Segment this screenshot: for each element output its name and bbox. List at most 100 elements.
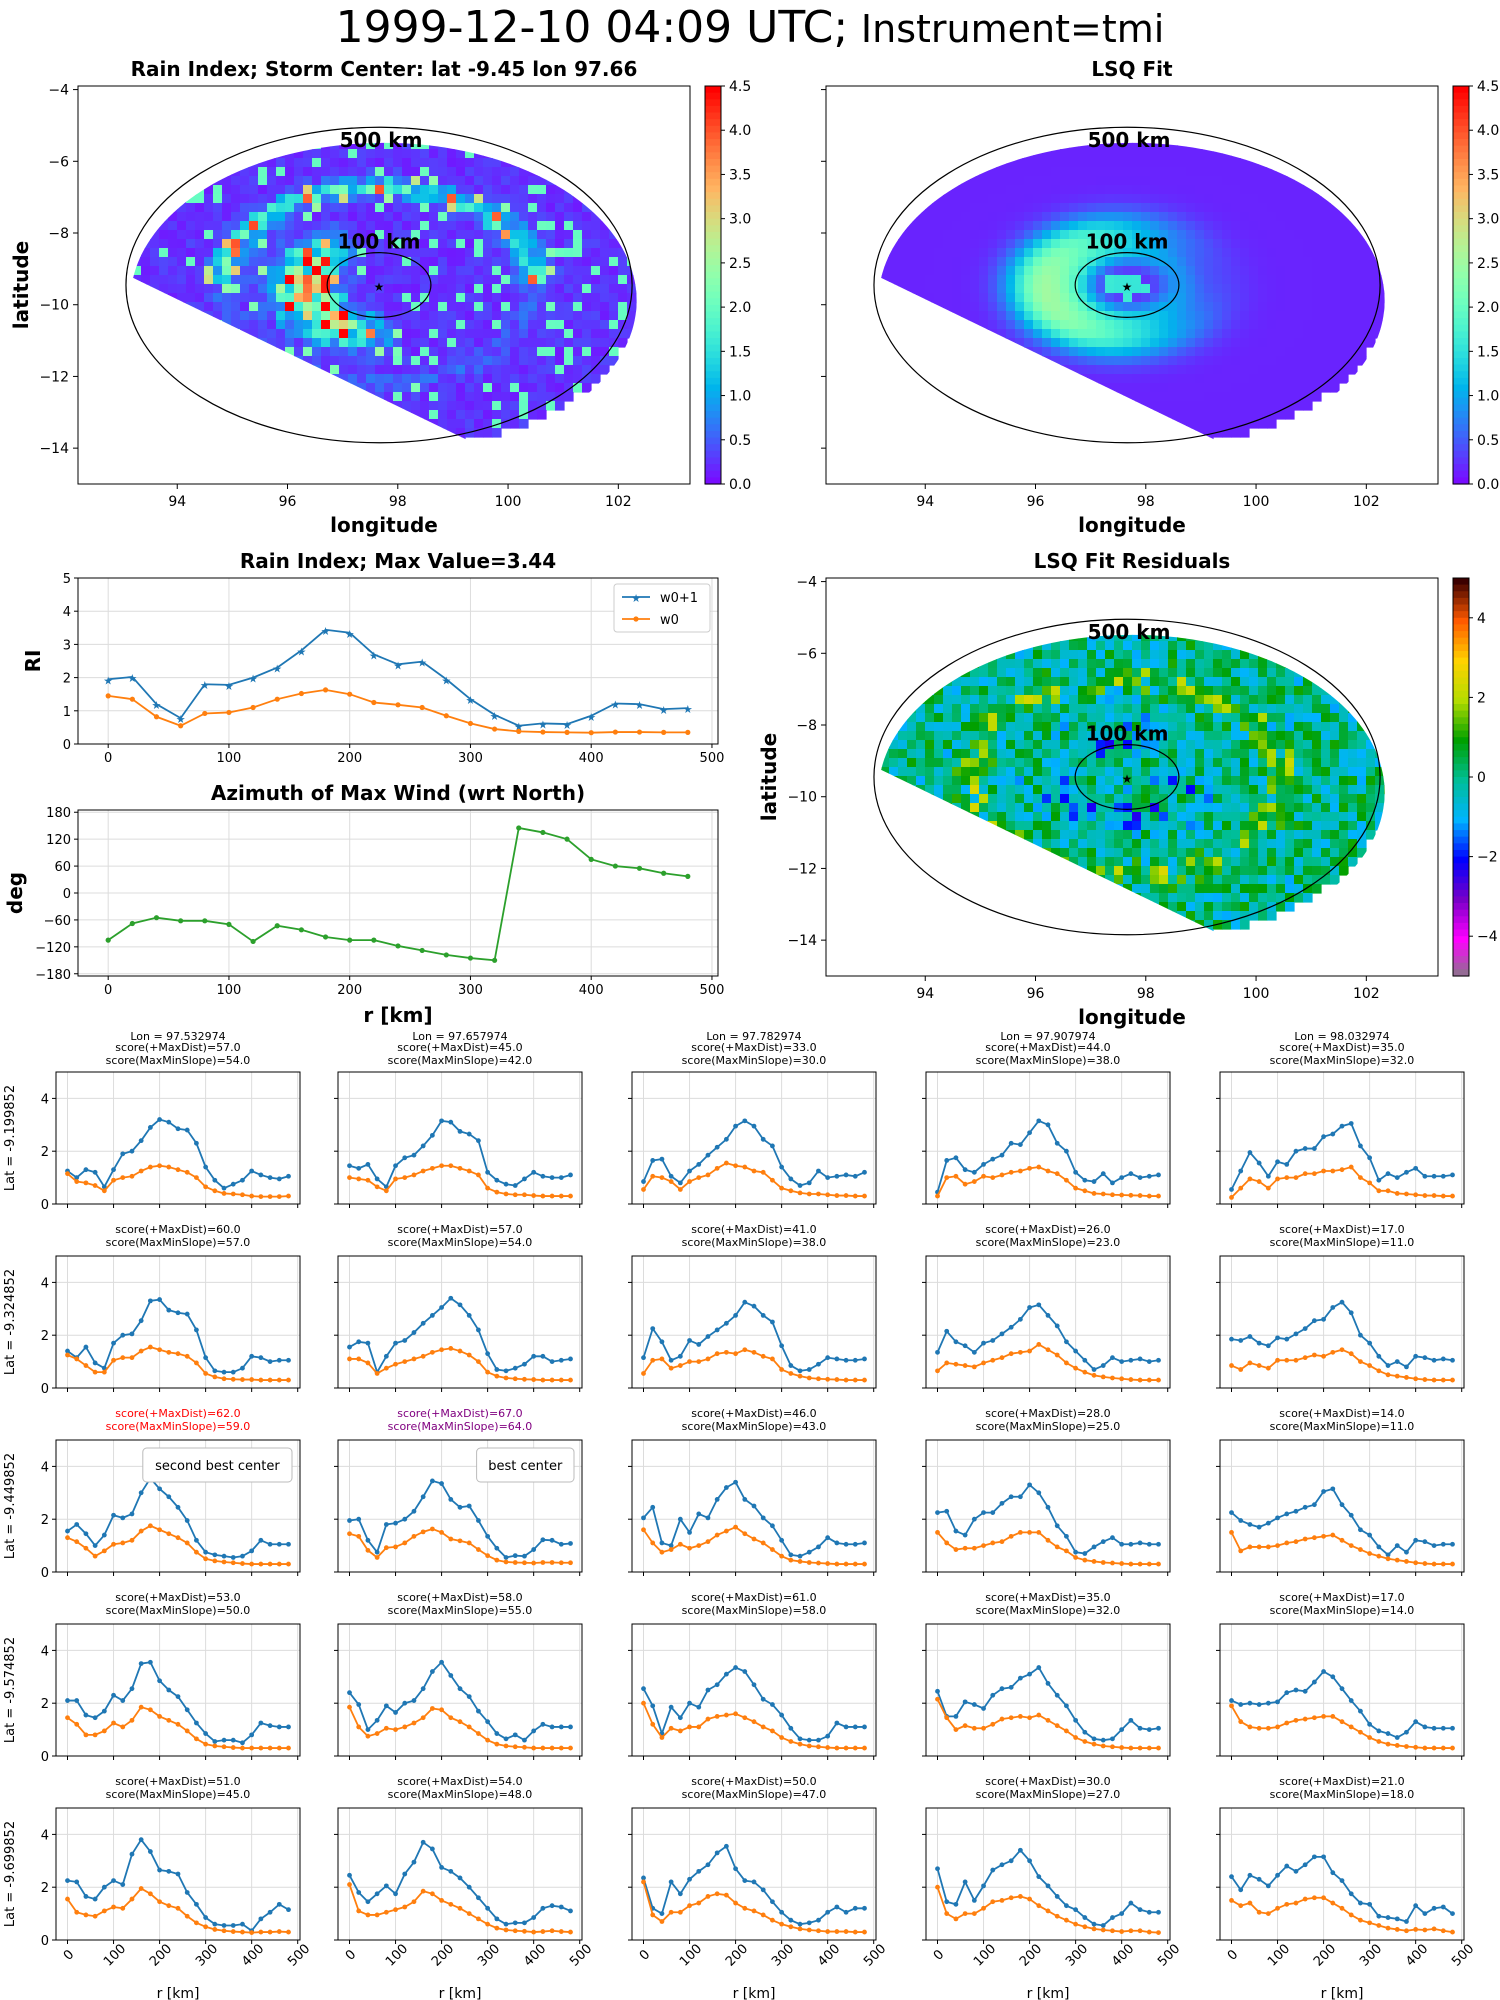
- swath-cell: [916, 776, 926, 786]
- swath-cell: [528, 194, 538, 204]
- swath-cell: [240, 167, 250, 177]
- swath-cell: [510, 176, 520, 186]
- swath-cell: [1366, 320, 1376, 330]
- swath-cell: [1267, 347, 1277, 357]
- swath-cell: [1321, 758, 1331, 768]
- swath-cell: [1249, 248, 1259, 258]
- swath-cell: [294, 284, 304, 294]
- swath-cell: [1069, 839, 1079, 849]
- swath-cell: [600, 275, 610, 285]
- swath-cell: [889, 248, 899, 258]
- swath-cell: [339, 239, 349, 249]
- swath-cell: [564, 194, 574, 204]
- swath-cell: [1006, 821, 1016, 831]
- swath-cell: [438, 374, 448, 384]
- swath-cell: [312, 230, 322, 240]
- swath-cell: [1312, 713, 1322, 723]
- colorbar-segment: [1453, 218, 1469, 226]
- swath-cell: [420, 302, 430, 312]
- swath-cell: [1231, 401, 1241, 411]
- colorbar-tick-label: 0.5: [729, 433, 751, 449]
- swath-cell: [1015, 776, 1025, 786]
- swath-cell: [420, 212, 430, 222]
- swath-cell: [312, 302, 322, 312]
- swath-cell: [591, 374, 601, 384]
- swath-cell: [1195, 659, 1205, 669]
- swath-cell: [1042, 821, 1052, 831]
- swath-cell: [1114, 142, 1124, 150]
- swath-cell: [420, 149, 430, 159]
- swath-cell: [1276, 392, 1286, 402]
- colorbar-segment: [1453, 298, 1469, 306]
- swath-cell: [1321, 266, 1331, 276]
- swath-cell: [1042, 740, 1052, 750]
- colorbar-segment: [1453, 291, 1469, 299]
- swath-cell: [1357, 338, 1367, 348]
- swath-cell: [970, 284, 980, 294]
- swath-cell: [177, 275, 187, 285]
- swath-cell: [1132, 257, 1142, 267]
- swath-cell: [1195, 695, 1205, 705]
- swath-cell: [1042, 650, 1052, 660]
- swath-cell: [1339, 212, 1349, 222]
- swath-cell: [1384, 293, 1385, 303]
- swath-cell: [1204, 302, 1214, 312]
- swath-cell: [1267, 794, 1277, 804]
- swath-cell: [1132, 650, 1142, 660]
- swath-cell: [952, 194, 962, 204]
- swath-cell: [1204, 383, 1214, 393]
- swath-cell: [961, 239, 971, 249]
- swath-cell: [1150, 767, 1160, 777]
- swath-cell: [1078, 704, 1088, 714]
- swath-cell: [1303, 185, 1313, 195]
- swath-cell: [1285, 383, 1295, 393]
- swath-cell: [1087, 767, 1097, 777]
- swath-cell: [339, 293, 349, 303]
- swath-cell: [916, 248, 926, 258]
- swath-cell: [402, 401, 412, 411]
- swath-cell: [1051, 722, 1061, 732]
- swath-cell: [168, 275, 178, 285]
- swath-cell: [988, 659, 998, 669]
- swath-cell: [1186, 686, 1196, 696]
- swath-cell: [1222, 401, 1232, 411]
- swath-cell: [1069, 650, 1079, 660]
- swath-cell: [1285, 740, 1295, 750]
- swath-cell: [988, 695, 998, 705]
- swath-cell: [375, 239, 385, 249]
- swath-cell: [213, 194, 223, 204]
- swath-cell: [1168, 668, 1178, 678]
- swath-cell: [1222, 212, 1232, 222]
- swath-cell: [1087, 284, 1097, 294]
- swath-cell: [1294, 347, 1304, 357]
- swath-cell: [1015, 668, 1025, 678]
- swath-cell: [1078, 158, 1088, 168]
- swath-cell: [1285, 338, 1295, 348]
- swath-cell: [366, 347, 376, 357]
- swath-cell: [1132, 365, 1142, 375]
- swath-cell: [303, 266, 313, 276]
- swath-cell: [1114, 257, 1124, 267]
- swath-cell: [1123, 203, 1133, 213]
- swath-cell: [1114, 695, 1124, 705]
- swath-cell: [1141, 740, 1151, 750]
- swath-cell: [1231, 731, 1241, 741]
- swath-cell: [465, 176, 475, 186]
- swath-cell: [609, 266, 619, 276]
- swath-cell: [1132, 185, 1142, 195]
- swath-cell: [1240, 167, 1250, 177]
- swath-cell: [1258, 803, 1268, 813]
- colorbar-tick-label: 3.0: [1477, 212, 1499, 228]
- swath-cell: [1195, 275, 1205, 285]
- swath-cell: [1222, 302, 1232, 312]
- swath-cell: [519, 383, 529, 393]
- swath-cell: [1150, 794, 1160, 804]
- swath-cell: [1168, 239, 1178, 249]
- swath-cell: [1366, 794, 1376, 804]
- swath-cell: [1060, 338, 1070, 348]
- swath-cell: [510, 374, 520, 384]
- swath-cell: [1168, 767, 1178, 777]
- swath-cell: [375, 149, 385, 159]
- swath-cell: [1078, 776, 1088, 786]
- swath-cell: [1051, 266, 1061, 276]
